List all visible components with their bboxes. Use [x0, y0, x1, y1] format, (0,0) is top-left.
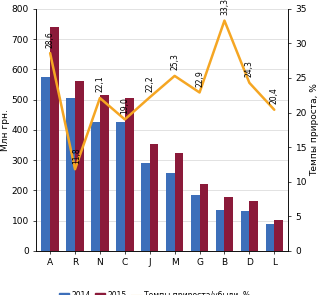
Legend: 2014, 2015, Темпы прироста/убыли, %: 2014, 2015, Темпы прироста/убыли, % — [56, 289, 253, 295]
Bar — [249, 201, 258, 251]
Text: 19,0: 19,0 — [120, 97, 129, 114]
Text: 25,3: 25,3 — [170, 53, 179, 71]
Text: 22,1: 22,1 — [95, 76, 104, 92]
Text: 24,3: 24,3 — [245, 60, 254, 77]
Text: 22,9: 22,9 — [195, 70, 204, 87]
Bar — [50, 27, 59, 251]
Y-axis label: Темпы прироста, %: Темпы прироста, % — [310, 83, 319, 176]
Bar — [175, 153, 183, 251]
Bar — [166, 173, 175, 251]
Bar — [100, 95, 109, 251]
Bar — [91, 122, 100, 251]
Bar — [66, 98, 75, 251]
Bar — [265, 224, 274, 251]
Y-axis label: Млн грн.: Млн грн. — [1, 109, 10, 151]
Bar — [150, 144, 159, 251]
Text: 20,4: 20,4 — [270, 87, 279, 104]
Bar — [216, 210, 224, 251]
Bar — [75, 81, 84, 251]
Bar — [41, 77, 50, 251]
Bar — [116, 122, 125, 251]
Bar — [125, 98, 133, 251]
Text: 22,2: 22,2 — [145, 75, 154, 92]
Bar — [191, 195, 200, 251]
Text: 11,8: 11,8 — [72, 147, 81, 164]
Bar — [224, 197, 233, 251]
Bar — [274, 219, 283, 251]
Bar — [241, 212, 249, 251]
Text: 28,6: 28,6 — [46, 31, 55, 47]
Text: 33,3: 33,3 — [220, 0, 229, 15]
Bar — [141, 163, 150, 251]
Bar — [200, 183, 208, 251]
